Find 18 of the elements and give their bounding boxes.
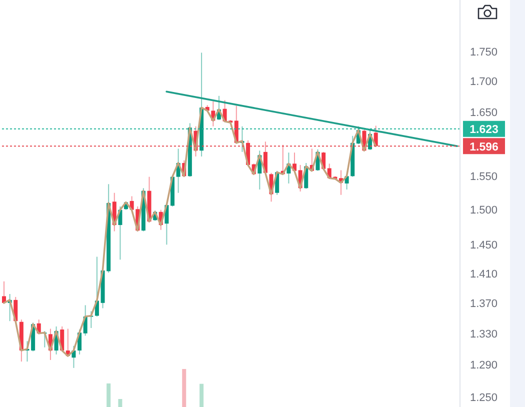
bar [182,369,186,407]
y-tick-label: 1.650 [470,106,498,119]
y-tick-label: 1.250 [470,392,498,404]
y-tick-label: 1.750 [470,46,498,58]
bar [106,383,111,407]
line-series [3,106,377,357]
y-tick-label: 1.330 [470,328,498,340]
y-tick-label: 1.550 [470,171,498,184]
y-tick-label: 1.700 [470,76,498,88]
bar [200,384,204,407]
y-tick-label: 1.290 [470,360,498,372]
ref-line-label: 1.596 [470,141,498,154]
y-tick-label: 1.450 [470,240,498,252]
ref-line-label: 1.623 [470,124,498,136]
y-tick-label: 1.500 [470,204,498,217]
y-tick-label: 1.370 [470,298,498,310]
bar [118,399,122,407]
y-tick-label: 1.410 [470,268,498,280]
